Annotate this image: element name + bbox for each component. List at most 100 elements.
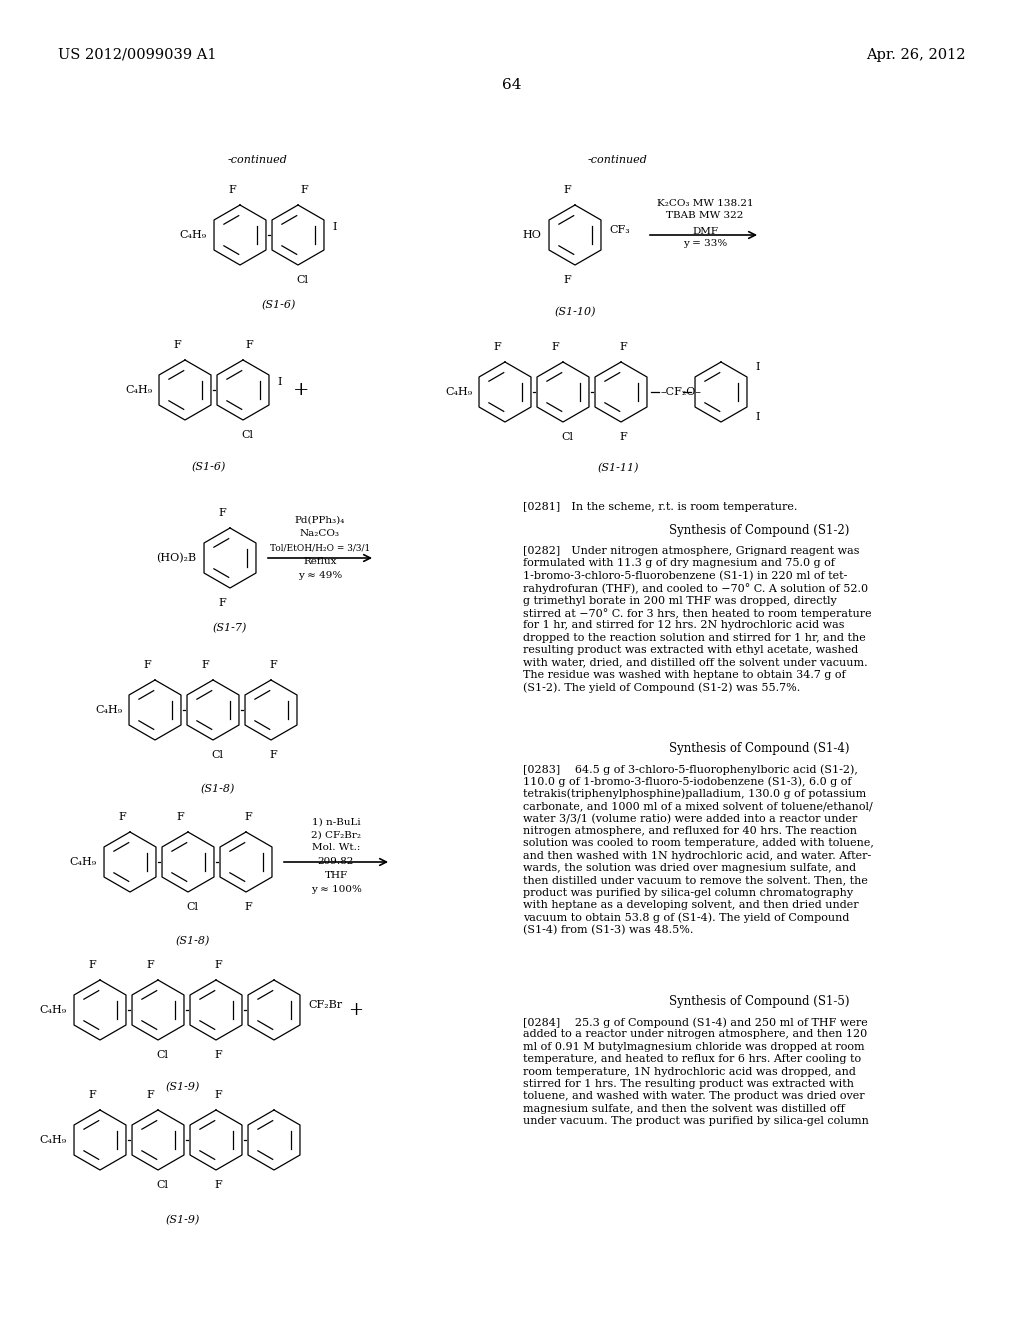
Text: I: I <box>332 222 337 232</box>
Text: with water, dried, and distilled off the solvent under vacuum.: with water, dried, and distilled off the… <box>523 657 867 668</box>
Text: (S1-6): (S1-6) <box>191 462 226 473</box>
Text: F: F <box>563 275 570 285</box>
Text: F: F <box>244 812 252 822</box>
Text: 110.0 g of 1-bromo-3-fluoro-5-iodobenzene (S1-3), 6.0 g of: 110.0 g of 1-bromo-3-fluoro-5-iodobenzen… <box>523 776 852 787</box>
Text: Cl: Cl <box>186 902 198 912</box>
Text: DMF: DMF <box>692 227 718 235</box>
Text: F: F <box>173 341 181 350</box>
Text: C₄H₉: C₄H₉ <box>95 705 122 715</box>
Text: C₄H₉: C₄H₉ <box>40 1005 67 1015</box>
Text: room temperature, 1N hydrochloric acid was dropped, and: room temperature, 1N hydrochloric acid w… <box>523 1067 856 1077</box>
Text: US 2012/0099039 A1: US 2012/0099039 A1 <box>58 48 216 62</box>
Text: wards, the solution was dried over magnesium sulfate, and: wards, the solution was dried over magne… <box>523 863 856 874</box>
Text: F: F <box>551 342 559 352</box>
Text: dropped to the reaction solution and stirred for 1 hr, and the: dropped to the reaction solution and sti… <box>523 632 865 643</box>
Text: F: F <box>218 508 226 517</box>
Text: F: F <box>201 660 209 671</box>
Text: solution was cooled to room temperature, added with toluene,: solution was cooled to room temperature,… <box>523 838 873 849</box>
Text: [0282] Under nitrogen atmosphere, Grignard reagent was: [0282] Under nitrogen atmosphere, Grigna… <box>523 546 859 556</box>
Text: F: F <box>214 1090 222 1100</box>
Text: CF₂Br: CF₂Br <box>308 1001 342 1010</box>
Text: 64: 64 <box>502 78 522 92</box>
Text: F: F <box>494 342 501 352</box>
Text: 209.82: 209.82 <box>317 857 354 866</box>
Text: K₂CO₃ MW 138.21: K₂CO₃ MW 138.21 <box>656 198 754 207</box>
Text: Cl: Cl <box>156 1180 168 1191</box>
Text: C₄H₉: C₄H₉ <box>70 857 97 867</box>
Text: (S1-2). The yield of Compound (S1-2) was 55.7%.: (S1-2). The yield of Compound (S1-2) was… <box>523 682 800 693</box>
Text: temperature, and heated to reflux for 6 hrs. After cooling to: temperature, and heated to reflux for 6 … <box>523 1055 861 1064</box>
Text: –CF₂O–: –CF₂O– <box>662 387 702 397</box>
Text: -continued: -continued <box>228 154 288 165</box>
Text: Na₂CO₃: Na₂CO₃ <box>300 528 340 537</box>
Text: I: I <box>278 378 282 387</box>
Text: F: F <box>563 185 570 195</box>
Text: I: I <box>755 412 760 422</box>
Text: +: + <box>348 1001 364 1019</box>
Text: 1) n-BuLi: 1) n-BuLi <box>311 817 360 826</box>
Text: 2) CF₂Br₂: 2) CF₂Br₂ <box>311 830 361 840</box>
Text: tetrakis(triphenylphosphine)palladium, 130.0 g of potassium: tetrakis(triphenylphosphine)palladium, 1… <box>523 789 866 800</box>
Text: Cl: Cl <box>211 750 223 760</box>
Text: resulting product was extracted with ethyl acetate, washed: resulting product was extracted with eth… <box>523 645 858 655</box>
Text: Reflux: Reflux <box>303 557 337 566</box>
Text: F: F <box>88 1090 96 1100</box>
Text: (S1-10): (S1-10) <box>554 308 596 317</box>
Text: Synthesis of Compound (S1-5): Synthesis of Compound (S1-5) <box>669 995 849 1008</box>
Text: nitrogen atmosphere, and refluxed for 40 hrs. The reaction: nitrogen atmosphere, and refluxed for 40… <box>523 826 857 836</box>
Text: stirred for 1 hrs. The resulting product was extracted with: stirred for 1 hrs. The resulting product… <box>523 1078 854 1089</box>
Text: and then washed with 1N hydrochloric acid, and water. After-: and then washed with 1N hydrochloric aci… <box>523 851 871 861</box>
Text: F: F <box>143 660 151 671</box>
Text: vacuum to obtain 53.8 g of (S1-4). The yield of Compound: vacuum to obtain 53.8 g of (S1-4). The y… <box>523 913 849 924</box>
Text: F: F <box>269 660 276 671</box>
Text: g trimethyl borate in 200 ml THF was dropped, directly: g trimethyl borate in 200 ml THF was dro… <box>523 595 837 606</box>
Text: +: + <box>293 381 309 399</box>
Text: F: F <box>146 1090 154 1100</box>
Text: then distilled under vacuum to remove the solvent. Then, the: then distilled under vacuum to remove th… <box>523 875 868 886</box>
Text: 1-bromo-3-chloro-5-fluorobenzene (S1-1) in 220 ml of tet-: 1-bromo-3-chloro-5-fluorobenzene (S1-1) … <box>523 570 848 581</box>
Text: (S1-4) from (S1-3) was 48.5%.: (S1-4) from (S1-3) was 48.5%. <box>523 925 693 936</box>
Text: HO: HO <box>522 230 541 240</box>
Text: F: F <box>214 1180 222 1191</box>
Text: Cl: Cl <box>296 275 308 285</box>
Text: rahydrofuran (THF), and cooled to −70° C. A solution of 52.0: rahydrofuran (THF), and cooled to −70° C… <box>523 583 868 594</box>
Text: Cl: Cl <box>241 430 253 440</box>
Text: Synthesis of Compound (S1-2): Synthesis of Compound (S1-2) <box>669 524 849 537</box>
Text: Pd(PPh₃)₄: Pd(PPh₃)₄ <box>295 516 345 524</box>
Text: C₄H₉: C₄H₉ <box>40 1135 67 1144</box>
Text: water 3/3/1 (volume ratio) were added into a reactor under: water 3/3/1 (volume ratio) were added in… <box>523 813 857 824</box>
Text: F: F <box>269 750 276 760</box>
Text: F: F <box>88 960 96 970</box>
Text: for 1 hr, and stirred for 12 hrs. 2N hydrochloric acid was: for 1 hr, and stirred for 12 hrs. 2N hyd… <box>523 620 845 631</box>
Text: (S1-11): (S1-11) <box>597 463 639 474</box>
Text: Synthesis of Compound (S1-4): Synthesis of Compound (S1-4) <box>669 742 849 755</box>
Text: formulated with 11.3 g of dry magnesium and 75.0 g of: formulated with 11.3 g of dry magnesium … <box>523 558 835 569</box>
Text: Tol/EtOH/H₂O = 3/3/1: Tol/EtOH/H₂O = 3/3/1 <box>270 544 370 553</box>
Text: F: F <box>214 1049 222 1060</box>
Text: The residue was washed with heptane to obtain 34.7 g of: The residue was washed with heptane to o… <box>523 671 846 680</box>
Text: y = 33%: y = 33% <box>683 239 727 248</box>
Text: stirred at −70° C. for 3 hrs, then heated to room temperature: stirred at −70° C. for 3 hrs, then heate… <box>523 609 871 619</box>
Text: (S1-9): (S1-9) <box>166 1214 200 1225</box>
Text: [0281] In the scheme, r.t. is room temperature.: [0281] In the scheme, r.t. is room tempe… <box>523 502 798 512</box>
Text: F: F <box>245 341 253 350</box>
Text: y ≈ 49%: y ≈ 49% <box>298 570 342 579</box>
Text: (S1-8): (S1-8) <box>176 936 210 946</box>
Text: TBAB MW 322: TBAB MW 322 <box>667 211 743 220</box>
Text: F: F <box>176 812 184 822</box>
Text: F: F <box>118 812 126 822</box>
Text: [0283]  64.5 g of 3-chloro-5-fluorophenylboric acid (S1-2),: [0283] 64.5 g of 3-chloro-5-fluorophenyl… <box>523 764 858 775</box>
Text: added to a reactor under nitrogen atmosphere, and then 120: added to a reactor under nitrogen atmosp… <box>523 1030 867 1039</box>
Text: Apr. 26, 2012: Apr. 26, 2012 <box>866 48 966 62</box>
Text: F: F <box>218 598 226 609</box>
Text: toluene, and washed with water. The product was dried over: toluene, and washed with water. The prod… <box>523 1092 864 1101</box>
Text: product was purified by silica-gel column chromatography: product was purified by silica-gel colum… <box>523 888 853 898</box>
Text: C₄H₉: C₄H₉ <box>180 230 207 240</box>
Text: with heptane as a developing solvent, and then dried under: with heptane as a developing solvent, an… <box>523 900 859 911</box>
Text: carbonate, and 1000 ml of a mixed solvent of toluene/ethanol/: carbonate, and 1000 ml of a mixed solven… <box>523 801 872 812</box>
Text: magnesium sulfate, and then the solvent was distilled off: magnesium sulfate, and then the solvent … <box>523 1104 845 1114</box>
Text: -continued: -continued <box>588 154 648 165</box>
Text: F: F <box>228 185 236 195</box>
Text: [0284]  25.3 g of Compound (S1-4) and 250 ml of THF were: [0284] 25.3 g of Compound (S1-4) and 250… <box>523 1016 867 1027</box>
Text: F: F <box>620 342 627 352</box>
